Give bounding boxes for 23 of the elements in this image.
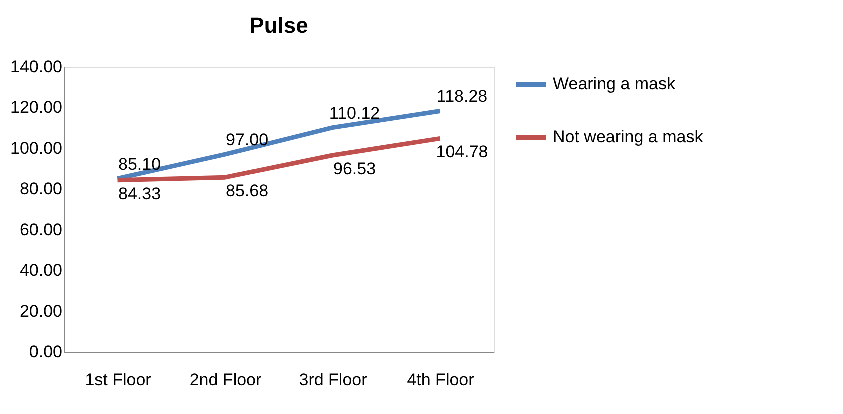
data-label: 97.00 — [226, 130, 269, 150]
y-tick-label: 80.00 — [20, 180, 62, 199]
legend-label: Not wearing a mask — [553, 128, 704, 146]
data-label: 84.33 — [118, 184, 162, 204]
data-label: 104.78 — [436, 142, 488, 162]
y-tick-label: 60.00 — [20, 220, 62, 240]
x-tick-label: 1st Floor — [85, 370, 152, 390]
y-tick-label: 40.00 — [20, 261, 62, 280]
y-tick-label: 100.00 — [10, 138, 62, 158]
y-tick-label: 120.00 — [10, 98, 62, 118]
x-tick-label: 2nd Floor — [190, 370, 262, 390]
data-label: 85.10 — [118, 154, 162, 174]
y-tick-label: 20.00 — [20, 302, 62, 321]
data-label: 118.28 — [436, 87, 488, 106]
chart-title: Pulse — [250, 13, 308, 38]
x-tick-label: 3rd Floor — [299, 370, 368, 390]
data-label: 85.68 — [226, 182, 269, 201]
legend-label: Wearing a mask — [553, 74, 676, 94]
y-tick-label: 140.00 — [10, 58, 62, 76]
data-label: 96.53 — [333, 159, 376, 178]
y-tick-label: 0.00 — [29, 342, 62, 362]
x-tick-label: 4th Floor — [407, 370, 475, 390]
data-label: 110.12 — [329, 104, 380, 123]
